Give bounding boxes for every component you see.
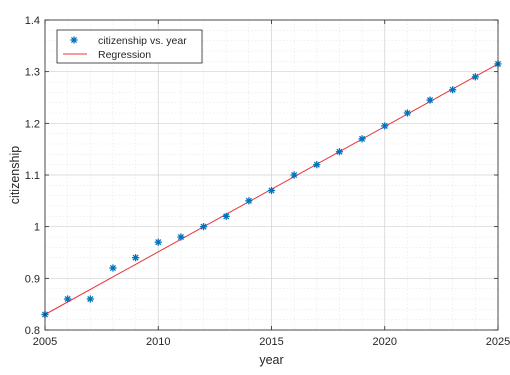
data-point	[426, 96, 434, 104]
legend-label-regression: Regression	[98, 49, 151, 61]
data-point	[267, 186, 276, 195]
data-point	[358, 135, 366, 143]
y-axis-label: citizenship	[8, 146, 22, 204]
data-point	[222, 212, 230, 220]
data-point	[290, 171, 298, 179]
x-tick-label: 2020	[373, 336, 397, 348]
legend: citizenship vs. year Regression	[56, 29, 203, 64]
data-point	[403, 109, 411, 117]
y-tick-label: 1.1	[25, 170, 40, 182]
y-tick-label: 0.8	[25, 325, 40, 337]
data-point	[381, 122, 389, 130]
data-point	[199, 223, 208, 231]
y-tick-label: 1	[34, 222, 40, 234]
x-tick-label: 2005	[33, 336, 57, 348]
data-point	[86, 295, 94, 303]
data-point	[109, 264, 117, 272]
y-tick-label: 1.2	[25, 118, 40, 130]
data-point	[313, 161, 321, 169]
y-tick-label: 1.4	[25, 15, 40, 27]
data-point	[154, 238, 162, 246]
data-point	[245, 197, 253, 205]
x-tick-label: 2015	[259, 336, 283, 348]
x-axis-label: year	[259, 353, 283, 367]
x-tick-label: 2010	[146, 336, 170, 348]
data-point	[132, 254, 140, 262]
data-point	[471, 73, 479, 81]
grid-layer	[44, 19, 499, 331]
data-point	[177, 233, 185, 241]
legend-marker-asterisk-icon	[70, 36, 78, 44]
legend-box	[56, 29, 203, 64]
y-tick-label: 1.3	[25, 67, 40, 79]
legend-label-scatter: citizenship vs. year	[98, 35, 187, 47]
tick-layer: 2005 2010 2015 2020 2025 0.8 0.9 1 1.1 1.2 1.3 1.4	[25, 15, 510, 348]
data-point	[64, 295, 72, 303]
x-tick-label: 2025	[486, 336, 510, 348]
y-tick-label: 0.9	[25, 273, 40, 285]
data-point	[335, 148, 344, 156]
data-point	[449, 86, 457, 94]
